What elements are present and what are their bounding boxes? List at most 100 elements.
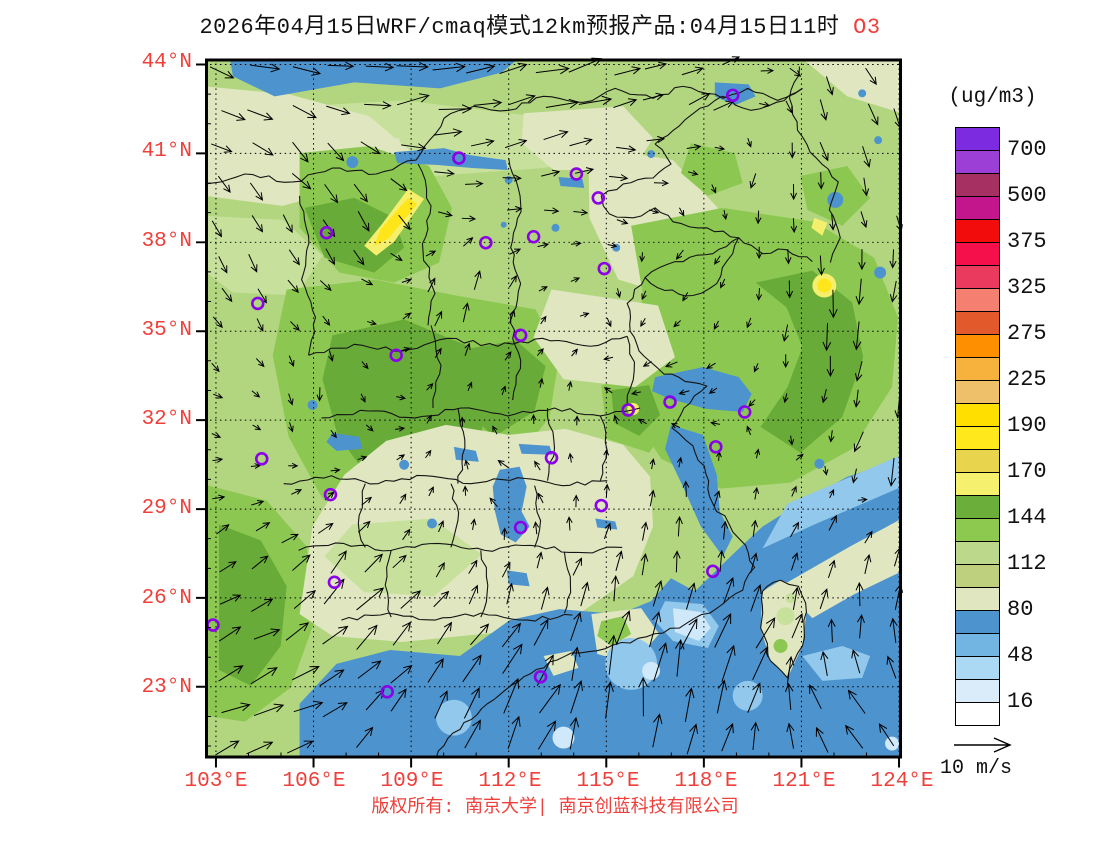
- axis-major-ticks: [196, 63, 901, 768]
- o3-field-region: [205, 215, 323, 296]
- o3-field-region: [612, 243, 621, 252]
- o3-field-region: [647, 150, 656, 159]
- o3-field-region: [399, 459, 410, 470]
- o3-field-region: [755, 270, 864, 453]
- admin-boundary: [341, 612, 573, 622]
- o3-field-region: [304, 197, 405, 273]
- admin-boundary: [626, 336, 636, 405]
- admin-boundary: [417, 163, 436, 326]
- map-frame: [205, 58, 903, 759]
- admin-boundary: [738, 237, 813, 263]
- o3-field-region: [776, 607, 795, 626]
- colorbar-swatch: [955, 541, 1000, 565]
- o3-field-region: [552, 726, 575, 749]
- colorbar-swatch: [955, 679, 1000, 703]
- admin-boundary: [760, 579, 807, 679]
- station-marker: [597, 261, 612, 276]
- o3-field-region: [785, 593, 796, 604]
- o3-field-region: [518, 443, 553, 455]
- colorbar-swatch: [955, 518, 1000, 542]
- pollutant-label: O3: [853, 15, 881, 40]
- colorbar-swatch: [955, 403, 1000, 427]
- colorbar-tick-label: 16: [1007, 689, 1034, 714]
- station-marker: [591, 191, 606, 205]
- station-marker: [479, 235, 493, 250]
- reference-arrow-icon: [954, 737, 1012, 753]
- station-marker: [569, 167, 584, 181]
- colorbar-tick-label: 275: [1007, 321, 1047, 346]
- station-marker: [544, 451, 559, 465]
- station-marker: [513, 328, 528, 343]
- colorbar-swatch: [955, 426, 1000, 450]
- o3-field-region: [827, 191, 844, 208]
- admin-boundary: [357, 483, 366, 548]
- admin-boundary: [457, 407, 466, 484]
- colorbar-swatch: [955, 150, 1000, 174]
- wind-vectors: [209, 56, 904, 756]
- colorbar-swatch: [955, 242, 1000, 266]
- o3-field-region: [218, 524, 287, 686]
- colorbar-swatch: [955, 656, 1000, 680]
- o3-field-region: [858, 89, 867, 98]
- colorbar-tick-label: 112: [1007, 551, 1047, 576]
- colorbar-tick-label: 80: [1007, 597, 1034, 622]
- colorbar-swatch: [955, 311, 1000, 335]
- admin-boundary: [283, 474, 608, 487]
- lon-tick-label: 106°E: [282, 770, 346, 793]
- wind-scale-label: 10 m/s: [939, 757, 1012, 780]
- o3-field-region: [874, 266, 887, 279]
- colorbar-tick-label: 325: [1007, 275, 1047, 300]
- colorbar-swatch: [955, 196, 1000, 220]
- colorbar-swatch: [955, 334, 1000, 358]
- station-marker: [621, 403, 635, 417]
- o3-field-region: [492, 466, 530, 543]
- colorbar-tick-label: 700: [1007, 137, 1047, 162]
- station-marker: [706, 564, 720, 579]
- lat-tick-label: 41°N: [141, 140, 192, 164]
- lon-tick-label: 121°E: [772, 770, 836, 793]
- admin-boundary: [563, 552, 572, 614]
- o3-field-region: [346, 156, 359, 169]
- forecast-map-canvas: [196, 56, 904, 768]
- lon-tick-label: 112°E: [478, 770, 542, 793]
- admin-boundary: [508, 157, 522, 284]
- lat-tick-label: 32°N: [141, 408, 192, 432]
- admin-boundary: [298, 542, 623, 554]
- colorbar-swatch: [955, 472, 1000, 496]
- o3-field-region: [802, 58, 903, 114]
- station-marker: [594, 498, 609, 513]
- lat-tick-label: 29°N: [141, 497, 192, 521]
- colorbar-swatch: [955, 702, 1000, 726]
- admin-boundary: [321, 407, 641, 419]
- o3-field-region: [811, 217, 828, 236]
- o3-field-region: [436, 699, 472, 736]
- station-marker: [452, 151, 466, 165]
- o3-field-region: [680, 143, 743, 196]
- station-marker: [319, 225, 334, 240]
- colorbar-swatch: [955, 449, 1000, 473]
- o3-field-region: [605, 638, 658, 690]
- copyright-notice: 版权所有: 南京大学| 南京创蓝科技有限公司: [371, 798, 739, 818]
- lon-tick-label: 115°E: [576, 770, 640, 793]
- admin-boundary: [384, 550, 392, 618]
- o3-field-region: [324, 518, 482, 597]
- lat-tick-label: 23°N: [141, 676, 192, 700]
- title-text: 2026年04月15日WRF/cmaq模式12km预报产品:04月15日11时: [199, 15, 840, 40]
- admin-boundary: [480, 550, 489, 618]
- o3-field-region: [307, 400, 318, 410]
- colorbar-tick-label: 170: [1007, 459, 1047, 484]
- o3-field-region: [874, 136, 883, 145]
- colorbar-swatch: [955, 357, 1000, 381]
- o3-field-region: [817, 278, 832, 293]
- lon-tick-label: 124°E: [870, 770, 934, 793]
- colorbar-swatch: [955, 495, 1000, 519]
- colorbar-swatch: [955, 564, 1000, 588]
- station-marker: [380, 685, 394, 699]
- o3-field-region: [427, 518, 438, 529]
- station-marker: [725, 88, 740, 103]
- admin-boundary: [308, 335, 628, 356]
- colorbar-tick-label: 190: [1007, 413, 1047, 438]
- lat-tick-label: 38°N: [141, 229, 192, 253]
- colorbar-swatch: [955, 219, 1000, 243]
- axis-minor-ticks: [205, 93, 867, 759]
